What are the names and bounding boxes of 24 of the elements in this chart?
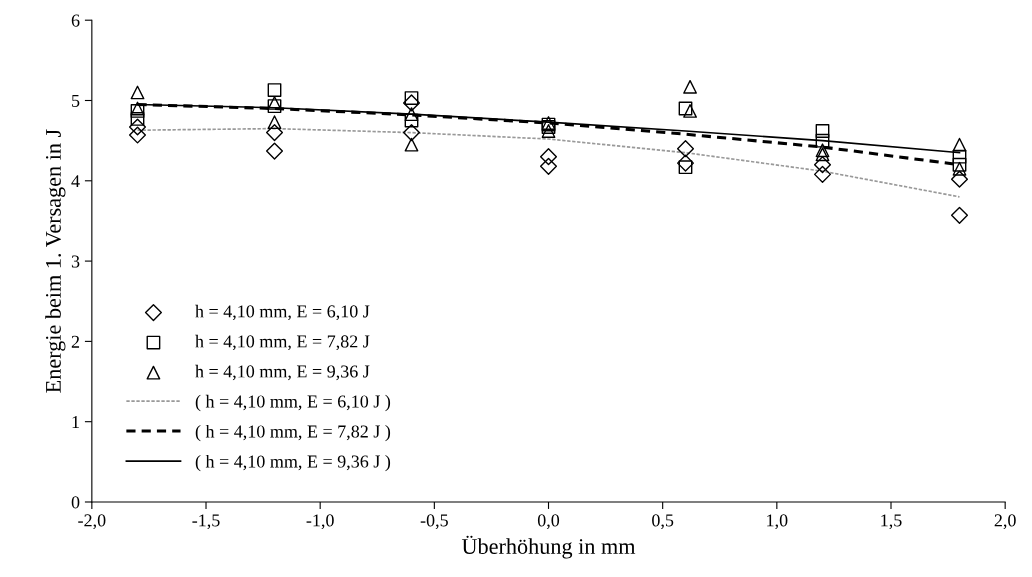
x-tick-label: -1,5 — [192, 514, 220, 530]
x-tick-label: 2,0 — [994, 514, 1016, 530]
legend-label: h = 4,10 mm, E = 9,36 J — [195, 364, 370, 381]
y-tick-label: 0 — [71, 496, 80, 509]
legend-label: ( h = 4,10 mm, E = 6,10 J ) — [195, 394, 391, 412]
legend-label: ( h = 4,10 mm, E = 9,36 J ) — [195, 454, 391, 472]
y-tick-label: 5 — [72, 94, 80, 107]
x-axis-title: Überhöhung in mm — [461, 535, 636, 559]
y-tick-label: 1 — [72, 416, 79, 428]
y-tick-label: 6 — [71, 14, 80, 27]
legend-label: h = 4,10 mm, E = 7,82 J — [195, 334, 370, 351]
legend-label: h = 4,10 mm, E = 6,10 J — [195, 304, 370, 321]
x-tick-label: -0,5 — [420, 514, 448, 530]
y-tick-label: 2 — [71, 335, 80, 348]
x-tick-label: -2,0 — [78, 514, 106, 530]
x-tick-label: -1,0 — [306, 514, 334, 530]
y-axis-title: Energie beim 1. Versagen in J — [45, 129, 66, 393]
x-tick-label: 0,0 — [537, 514, 560, 530]
y-tick-label: 3 — [71, 255, 80, 268]
x-tick-label: 0,5 — [652, 514, 674, 530]
x-tick-label: 1,0 — [767, 514, 788, 530]
x-tick-label: 1,5 — [881, 514, 902, 530]
y-tick-label: 4 — [71, 175, 80, 188]
legend-label: ( h = 4,10 mm, E = 7,82 J ) — [195, 424, 391, 442]
